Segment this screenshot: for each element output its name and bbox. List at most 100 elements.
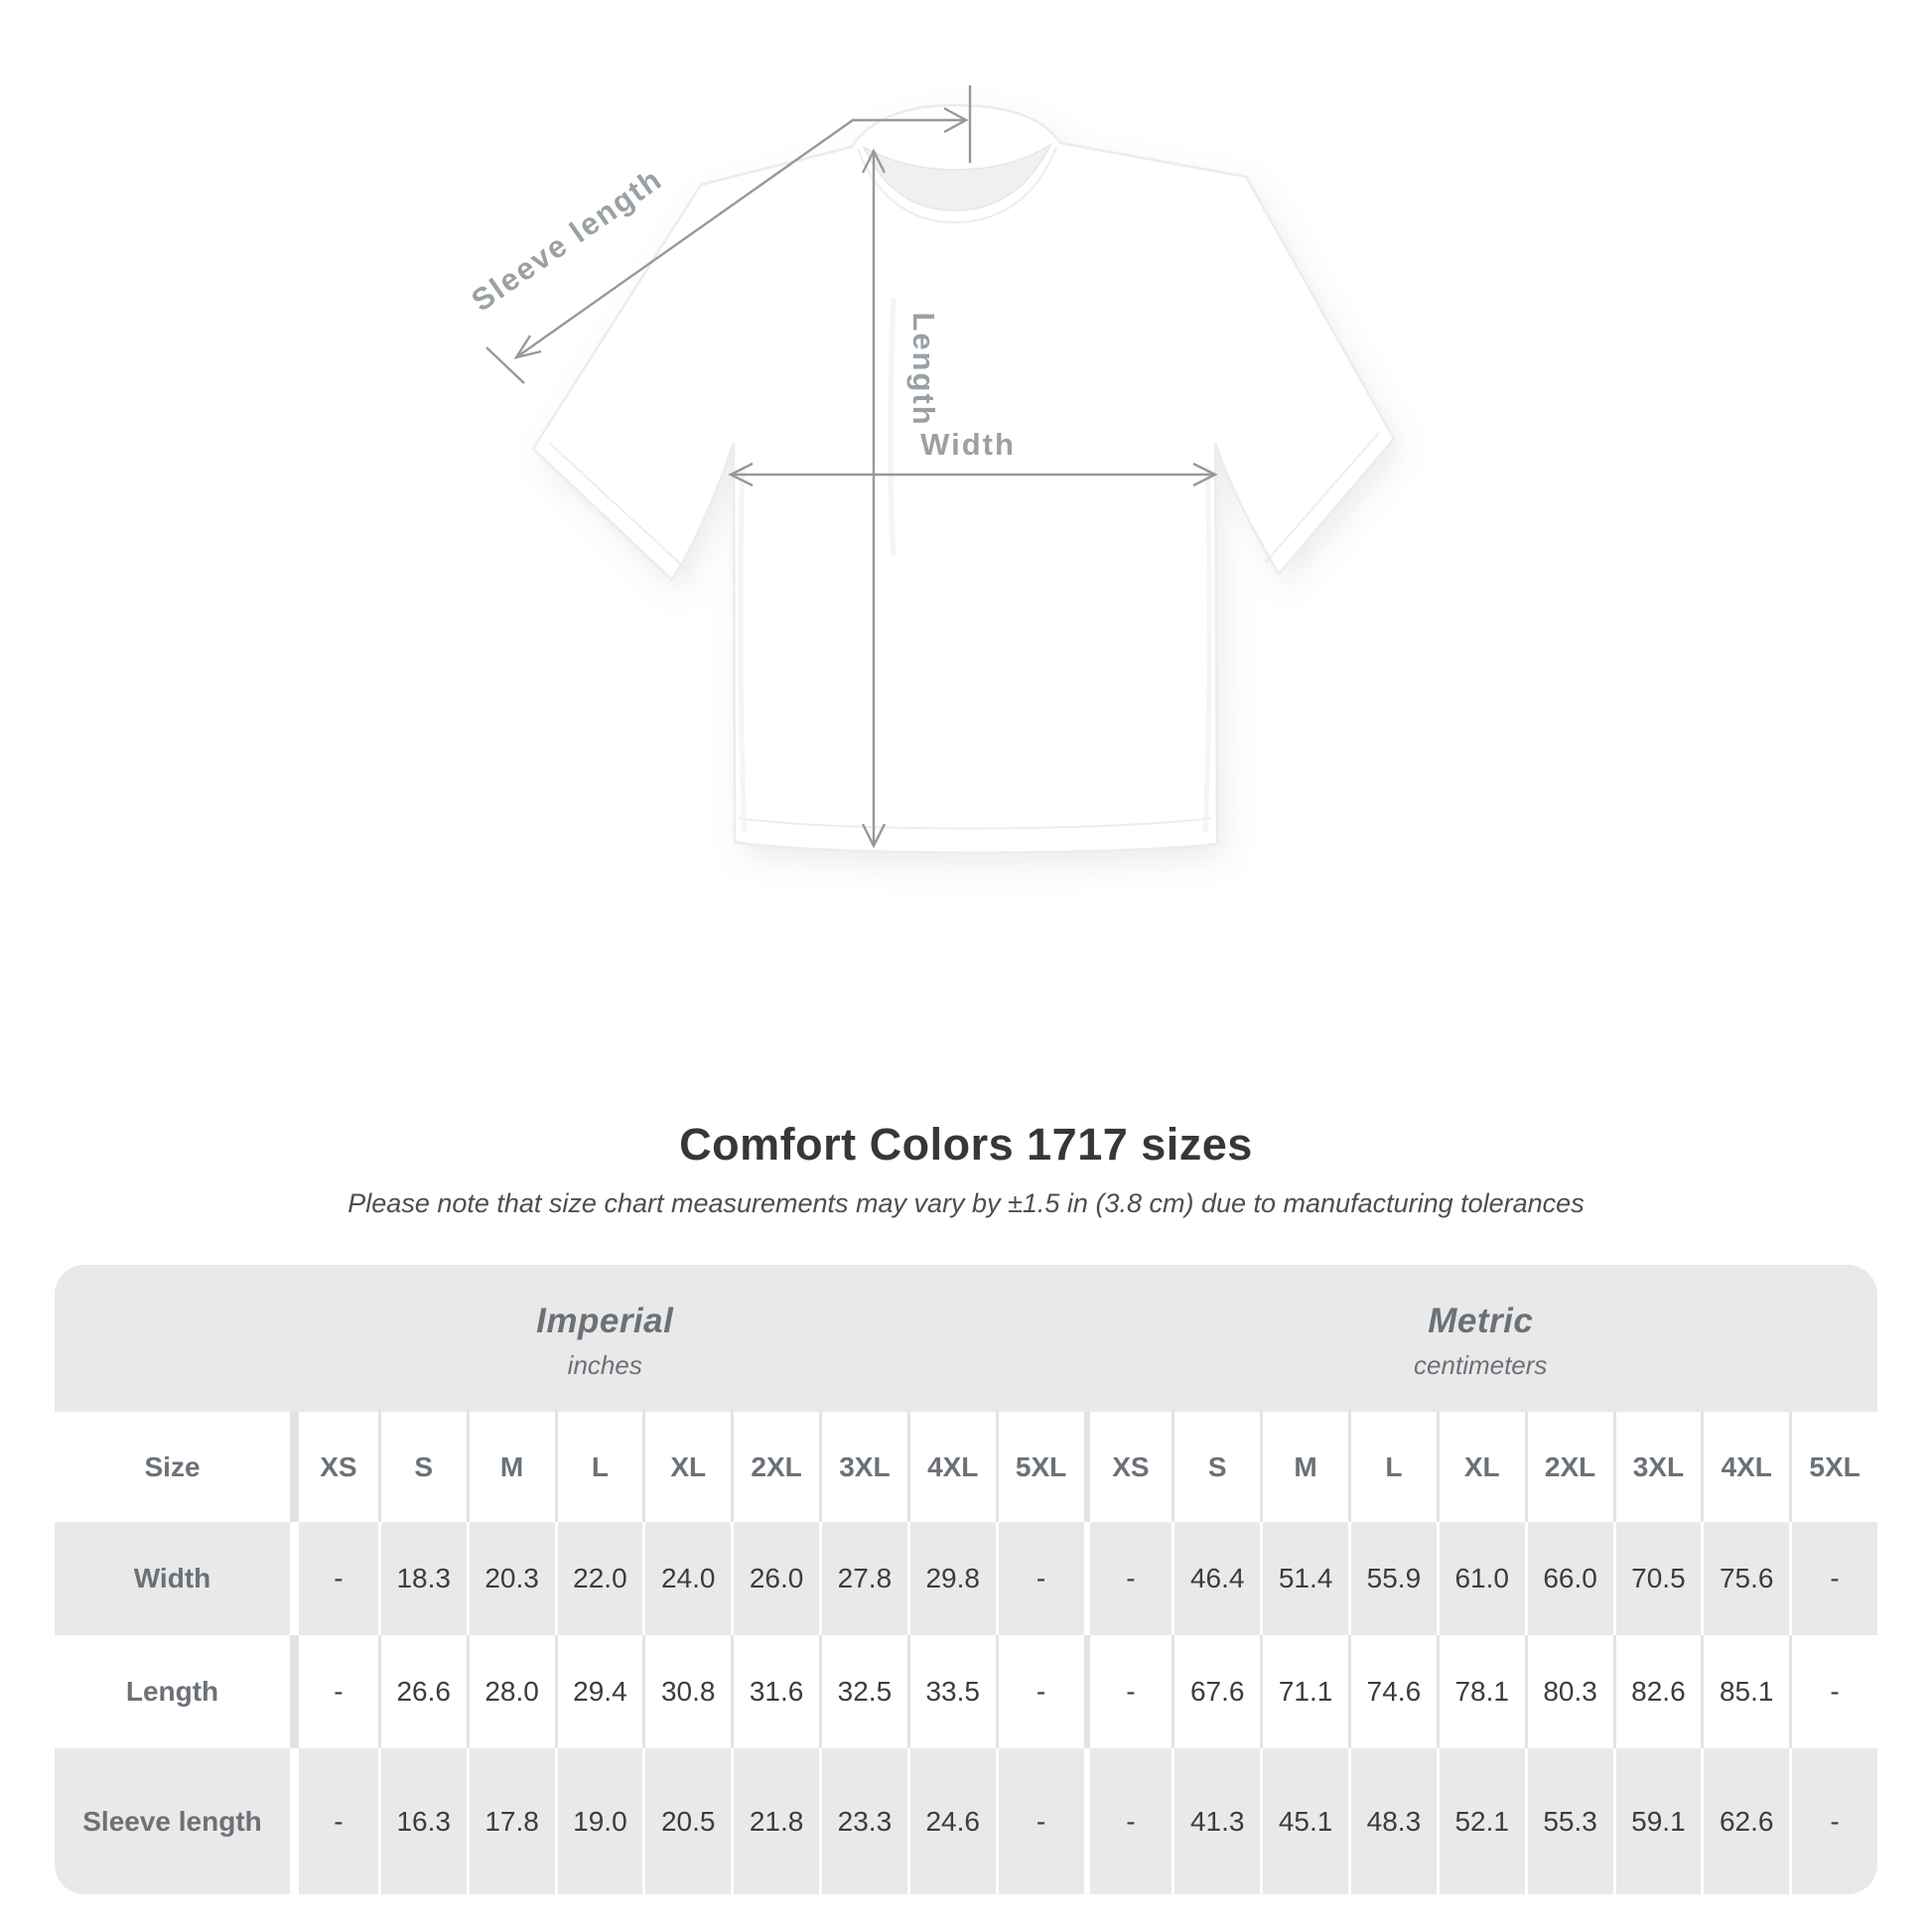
group-header-imperial: Imperial inches	[55, 1265, 1084, 1412]
size-header-metric-xl: XL	[1436, 1412, 1525, 1522]
table-cell: 28.0	[466, 1635, 555, 1748]
table-cell: 32.5	[819, 1635, 907, 1748]
table-cell: 29.4	[554, 1635, 643, 1748]
collar-seam	[857, 146, 1057, 224]
table-cell: 75.6	[1701, 1522, 1790, 1635]
table-cell: 26.6	[377, 1635, 467, 1748]
size-header-metric-3xl: 3XL	[1612, 1412, 1702, 1522]
sleeve-length-arrow	[485, 85, 972, 384]
size-header-metric-5xl: 5XL	[1789, 1412, 1877, 1522]
width-arrow	[728, 462, 1218, 487]
metric-unit-label: centimeters	[1414, 1350, 1548, 1380]
table-cell: -	[995, 1635, 1084, 1748]
table-cell: -	[1083, 1522, 1173, 1635]
width-label: Width	[920, 427, 1016, 462]
table-cell: 31.6	[731, 1635, 819, 1748]
group-header-metric: Metric centimeters	[1083, 1265, 1877, 1412]
table-cell: 29.8	[906, 1522, 996, 1635]
size-table: Imperial inches Metric centimeters Size XS S M L…	[55, 1265, 1877, 1894]
table-cell: 52.1	[1436, 1748, 1525, 1894]
table-cell: 61.0	[1436, 1522, 1525, 1635]
imperial-label: Imperial	[536, 1302, 674, 1340]
size-header-metric-m: M	[1260, 1412, 1348, 1522]
table-cell: 18.3	[377, 1522, 467, 1635]
table-cell: 30.8	[642, 1635, 732, 1748]
table-cell: 70.5	[1612, 1522, 1702, 1635]
right-cuff-seam	[1265, 432, 1380, 563]
table-cell: 62.6	[1701, 1748, 1790, 1894]
table-cell: 48.3	[1348, 1748, 1437, 1894]
table-cell: 20.5	[642, 1748, 732, 1894]
table-cell: -	[290, 1635, 378, 1748]
table-cell: -	[1083, 1635, 1173, 1748]
table-cell: 16.3	[377, 1748, 467, 1894]
hem-seam	[738, 817, 1212, 830]
table-cell: 41.3	[1172, 1748, 1261, 1894]
metric-label: Metric	[1428, 1302, 1534, 1340]
table-cell: 19.0	[554, 1748, 643, 1894]
size-header-imperial-xl: XL	[642, 1412, 732, 1522]
table-cell: -	[290, 1522, 378, 1635]
size-header-imperial-xs: XS	[290, 1412, 378, 1522]
size-header-metric-2xl: 2XL	[1524, 1412, 1613, 1522]
size-header-imperial-5xl: 5XL	[995, 1412, 1084, 1522]
table-cell: 51.4	[1260, 1522, 1348, 1635]
left-cuff-seam	[548, 442, 688, 571]
table-cell: 78.1	[1436, 1635, 1525, 1748]
table-cell: 55.9	[1348, 1522, 1437, 1635]
size-header-metric-l: L	[1348, 1412, 1437, 1522]
table-cell: -	[1789, 1522, 1877, 1635]
length-label: Length	[906, 312, 941, 426]
table-cell: 33.5	[906, 1635, 996, 1748]
size-header-imperial-4xl: 4XL	[906, 1412, 996, 1522]
table-cell: 71.1	[1260, 1635, 1348, 1748]
table-cell: 20.3	[466, 1522, 555, 1635]
tshirt-image	[531, 103, 1396, 854]
table-cell: 26.0	[731, 1522, 819, 1635]
table-cell: -	[1789, 1635, 1877, 1748]
neck-opening	[862, 143, 1052, 211]
sleeve-cuff-tick	[485, 346, 525, 384]
table-cell: 55.3	[1524, 1748, 1613, 1894]
table-cell: 24.6	[906, 1748, 996, 1894]
size-header-imperial-2xl: 2XL	[731, 1412, 819, 1522]
row-label-width: Width	[55, 1522, 290, 1635]
table-cell: 45.1	[1260, 1748, 1348, 1894]
size-column-header: Size	[55, 1412, 290, 1522]
table-cell: 66.0	[1524, 1522, 1613, 1635]
table-cell: -	[290, 1748, 378, 1894]
size-header-metric-4xl: 4XL	[1701, 1412, 1790, 1522]
table-cell: 59.1	[1612, 1748, 1702, 1894]
table-cell: -	[995, 1522, 1084, 1635]
table-cell: 21.8	[731, 1748, 819, 1894]
size-header-metric-s: S	[1172, 1412, 1261, 1522]
table-cell: 22.0	[554, 1522, 643, 1635]
tolerance-note: Please note that size chart measurements…	[347, 1188, 1585, 1218]
table-cell: 74.6	[1348, 1635, 1437, 1748]
tshirt-measurement-diagram: Sleeve length Length Width	[465, 85, 1396, 854]
size-header-imperial-3xl: 3XL	[819, 1412, 907, 1522]
table-cell: -	[1789, 1748, 1877, 1894]
length-arrow	[861, 148, 887, 849]
table-cell: 85.1	[1701, 1635, 1790, 1748]
table-cell: 46.4	[1172, 1522, 1261, 1635]
size-header-metric-xs: XS	[1083, 1412, 1173, 1522]
page-title: Comfort Colors 1717 sizes	[679, 1119, 1253, 1170]
size-header-imperial-s: S	[377, 1412, 467, 1522]
table-cell: -	[995, 1748, 1084, 1894]
table-cell: 23.3	[819, 1748, 907, 1894]
row-label-length: Length	[55, 1635, 290, 1748]
size-header-imperial-m: M	[466, 1412, 555, 1522]
table-cell: -	[1083, 1748, 1173, 1894]
table-cell: 17.8	[466, 1748, 555, 1894]
table-cell: 24.0	[642, 1522, 732, 1635]
table-cell: 27.8	[819, 1522, 907, 1635]
table-cell: 67.6	[1172, 1635, 1261, 1748]
table-cell: 80.3	[1524, 1635, 1613, 1748]
title-block: Comfort Colors 1717 sizes Please note th…	[0, 1119, 1932, 1219]
size-header-imperial-l: L	[554, 1412, 643, 1522]
imperial-unit-label: inches	[567, 1350, 642, 1380]
row-label-sleeve-length: Sleeve length	[55, 1748, 290, 1894]
table-cell: 82.6	[1612, 1635, 1702, 1748]
